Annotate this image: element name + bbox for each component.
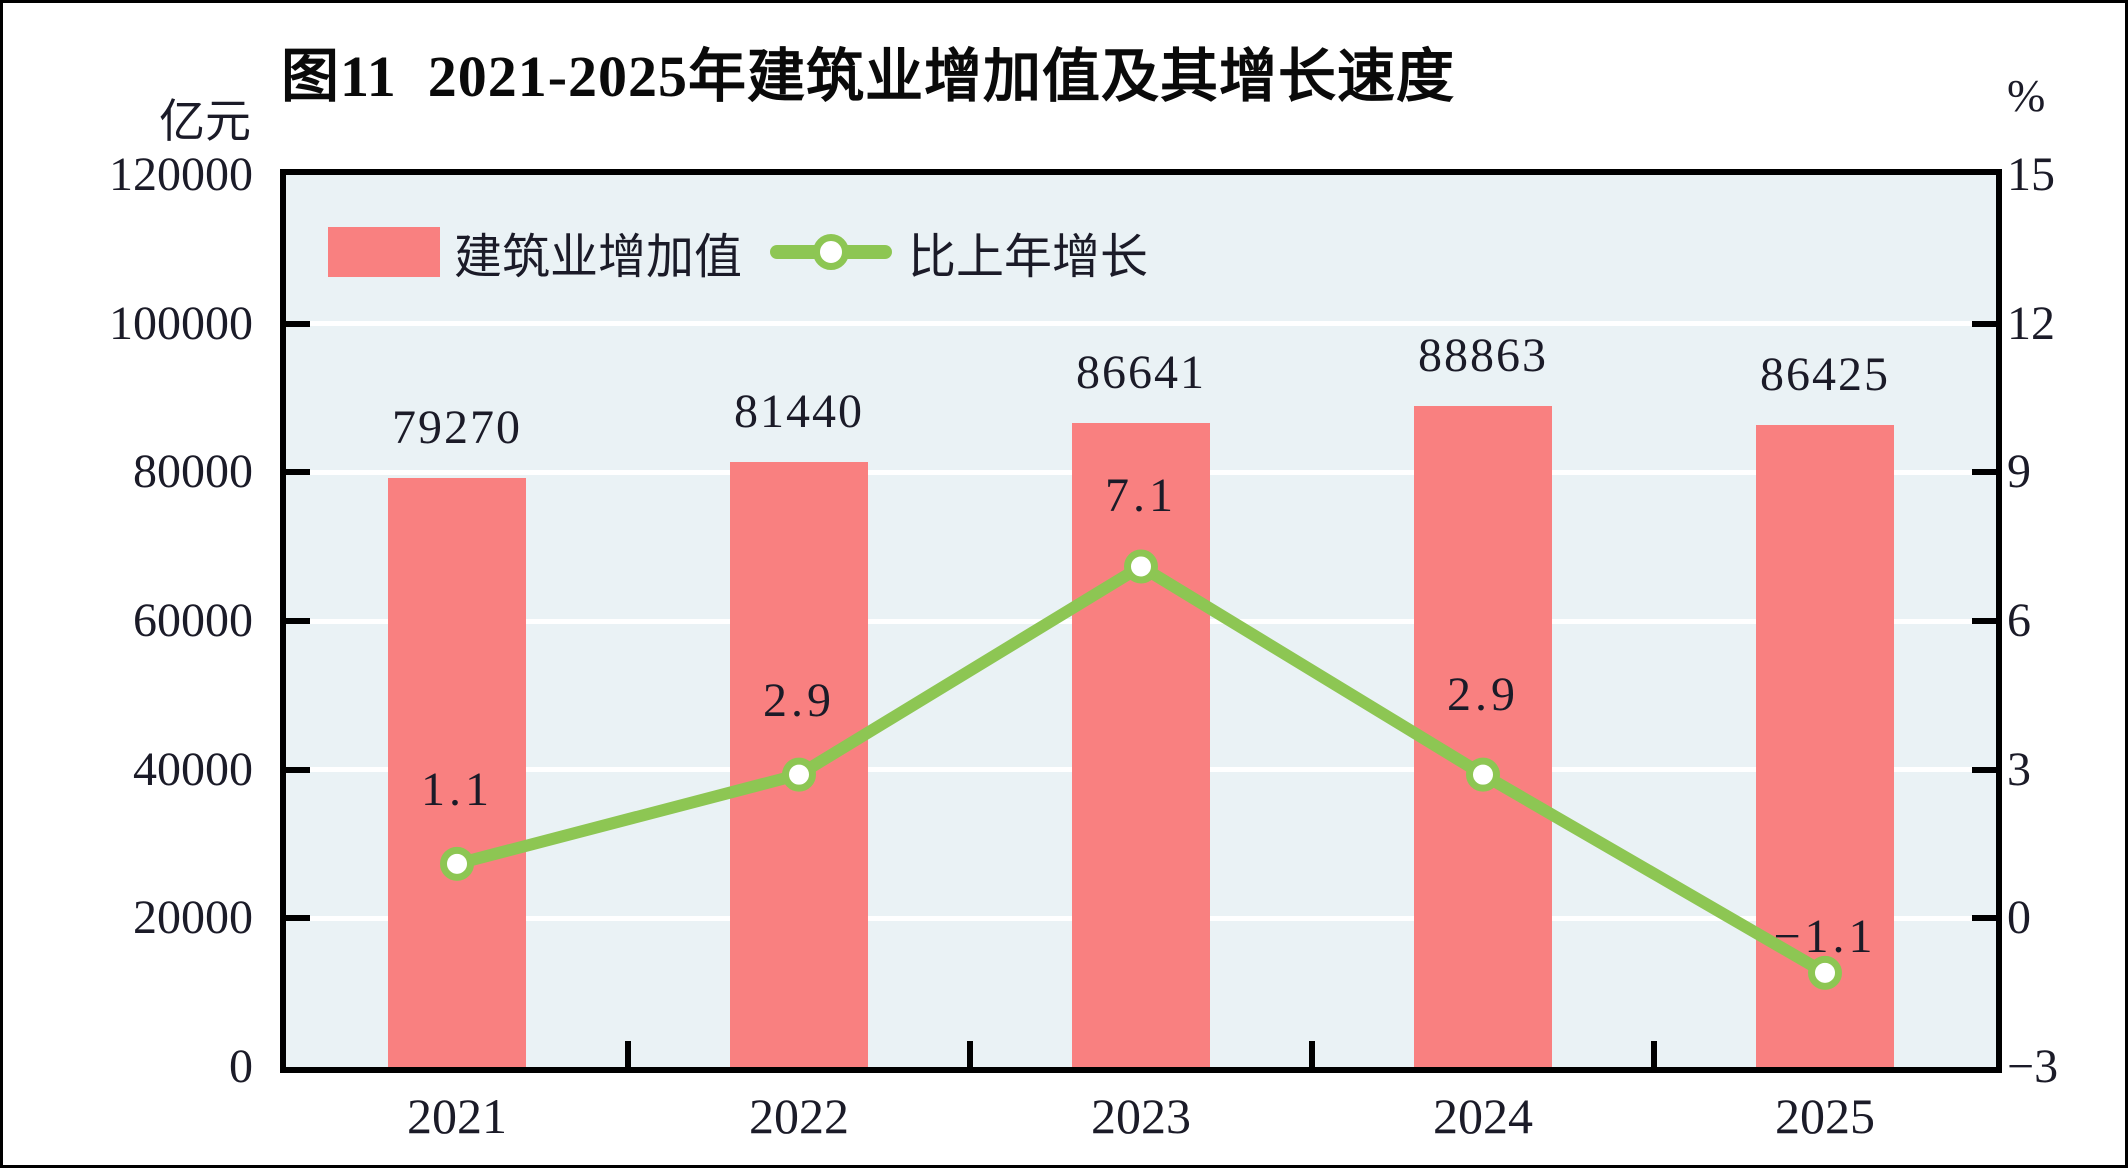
line-value-label: 1.1 [421,762,493,816]
bar-value-label: 79270 [392,400,522,454]
left-axis-tick-label: 120000 [109,148,253,201]
x-axis-year-label: 2024 [1433,1088,1533,1144]
right-axis-tick-label: 3 [2007,742,2031,796]
line-value-label: 2.9 [763,673,835,727]
x-axis-tick [967,1041,973,1067]
right-axis-tick [1972,766,1996,773]
left-axis-tick [286,618,310,624]
left-axis-tick [286,915,310,922]
left-axis-unit-label: 亿元 [159,96,251,147]
left-axis-tick-label: 80000 [133,445,253,499]
x-axis-tick [1309,1041,1315,1067]
right-axis-tick-label: 15 [2007,148,2055,201]
bar-2025 [1756,424,1894,1067]
gridline [286,321,1996,327]
bar-value-label: 81440 [734,384,864,438]
right-axis-tick-label: −3 [2007,1040,2059,1093]
chart-title: 图11 2021-2025年建筑业增加值及其增长速度 [280,44,1456,109]
legend-bar-series-label: 建筑业增加值 [454,231,743,284]
x-axis-year-label: 2022 [749,1088,849,1144]
right-axis-tick [1972,469,1996,476]
legend: 建筑业增加值 比上年增长 [328,226,1148,284]
right-axis-tick-label: 0 [2007,891,2031,945]
left-axis-tick [286,469,310,476]
right-axis-tick [1972,618,1996,624]
bar-value-label: 86641 [1076,345,1206,399]
line-value-label: −1.1 [1773,909,1877,963]
left-axis-tick-label: 60000 [133,594,253,647]
x-axis-year-label: 2023 [1091,1088,1191,1144]
right-axis-tick [1972,915,1996,922]
legend-bar-swatch [328,227,440,277]
legend-line-series-label: 比上年增长 [908,231,1149,284]
line-value-label: 2.9 [1447,667,1519,721]
left-axis-tick-label: 20000 [133,891,253,945]
x-axis-year-label: 2021 [407,1088,507,1144]
bar-value-label: 86425 [1760,347,1890,401]
bar-value-label: 88863 [1418,329,1548,383]
right-axis-unit-label: % [2007,70,2046,121]
x-axis-year-label: 2025 [1775,1088,1875,1144]
left-axis-tick [286,766,310,773]
right-axis-tick-label: 9 [2007,445,2031,499]
plot-area: 建筑业增加值 比上年增长 79270 81440 86641 88863 86425 1.… [280,169,2002,1073]
x-axis-tick [1651,1041,1657,1067]
left-axis-tick [286,320,310,327]
left-axis-tick-label: 100000 [109,296,253,350]
right-axis-tick-label: 6 [2007,594,2031,647]
left-axis-tick-label: 40000 [133,742,253,796]
legend-line-swatch [770,232,893,272]
left-axis-tick-label: 0 [229,1040,253,1093]
bar-2024 [1414,406,1552,1067]
right-axis-tick-label: 12 [2007,296,2055,350]
legend-line-marker-icon [813,234,850,270]
x-axis-tick [625,1041,631,1067]
right-axis-tick [1972,320,1996,327]
line-value-label: 7.1 [1105,469,1177,523]
bar-2022 [730,461,868,1067]
